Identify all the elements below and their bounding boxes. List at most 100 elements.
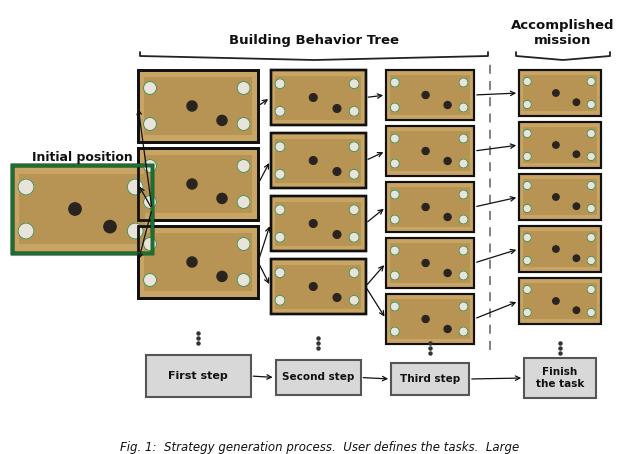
Circle shape xyxy=(237,196,250,208)
Bar xyxy=(391,363,469,395)
Circle shape xyxy=(237,237,250,251)
Bar xyxy=(275,265,361,309)
Circle shape xyxy=(333,168,341,175)
Bar xyxy=(138,148,258,220)
Circle shape xyxy=(422,92,429,99)
Bar xyxy=(386,70,474,120)
Bar xyxy=(519,174,601,220)
Circle shape xyxy=(573,151,580,158)
Text: Accomplished
mission: Accomplished mission xyxy=(511,19,615,47)
Circle shape xyxy=(459,271,468,280)
Bar xyxy=(138,70,258,142)
Circle shape xyxy=(390,159,399,168)
Circle shape xyxy=(587,233,595,242)
Circle shape xyxy=(444,326,451,332)
Bar xyxy=(275,360,360,395)
Circle shape xyxy=(422,148,429,154)
Bar xyxy=(275,138,361,183)
Circle shape xyxy=(217,193,227,203)
Circle shape xyxy=(422,316,429,322)
Circle shape xyxy=(444,102,451,109)
Circle shape xyxy=(349,268,359,278)
Circle shape xyxy=(523,286,531,294)
Bar xyxy=(519,122,601,168)
Circle shape xyxy=(127,223,143,239)
Bar xyxy=(519,70,601,116)
Circle shape xyxy=(523,204,531,212)
Bar xyxy=(386,126,474,176)
Bar xyxy=(144,155,252,213)
Circle shape xyxy=(390,302,399,311)
Circle shape xyxy=(69,203,81,215)
Text: Second step: Second step xyxy=(282,372,354,383)
Circle shape xyxy=(587,286,595,294)
Text: Initial position: Initial position xyxy=(31,150,132,163)
Circle shape xyxy=(523,153,531,161)
Circle shape xyxy=(143,159,157,173)
Circle shape xyxy=(309,283,317,291)
Bar xyxy=(519,122,601,168)
Circle shape xyxy=(523,257,531,265)
Circle shape xyxy=(349,169,359,179)
Circle shape xyxy=(390,246,399,255)
Bar xyxy=(386,70,474,120)
Bar xyxy=(523,231,597,267)
Circle shape xyxy=(390,103,399,112)
Circle shape xyxy=(275,169,285,179)
Text: Finish
the task: Finish the task xyxy=(536,367,584,389)
Circle shape xyxy=(390,134,399,143)
Circle shape xyxy=(587,77,595,86)
Circle shape xyxy=(523,77,531,86)
Bar xyxy=(523,74,597,111)
Circle shape xyxy=(587,204,595,212)
Circle shape xyxy=(333,231,341,238)
Circle shape xyxy=(309,157,317,164)
Bar xyxy=(144,233,252,291)
Circle shape xyxy=(459,190,468,199)
Text: First step: First step xyxy=(168,371,228,381)
Bar xyxy=(12,165,152,253)
Circle shape xyxy=(187,179,197,189)
Circle shape xyxy=(143,273,157,286)
Circle shape xyxy=(587,129,595,138)
Circle shape xyxy=(553,194,559,200)
Bar xyxy=(271,196,365,251)
Bar xyxy=(390,131,470,171)
Circle shape xyxy=(275,79,285,89)
Bar xyxy=(519,226,601,272)
Text: Fig. 1:  Strategy generation process.  User defines the tasks.  Large: Fig. 1: Strategy generation process. Use… xyxy=(120,441,520,454)
Circle shape xyxy=(237,159,250,173)
Circle shape xyxy=(217,271,227,281)
Bar xyxy=(144,77,252,135)
Bar xyxy=(271,133,365,188)
Circle shape xyxy=(523,308,531,316)
Circle shape xyxy=(587,100,595,109)
Circle shape xyxy=(573,255,580,262)
Circle shape xyxy=(553,90,559,96)
Circle shape xyxy=(587,257,595,265)
Bar xyxy=(390,243,470,283)
Circle shape xyxy=(349,295,359,305)
Circle shape xyxy=(104,221,116,233)
Circle shape xyxy=(237,82,250,94)
Circle shape xyxy=(237,118,250,130)
Bar xyxy=(271,70,365,125)
Bar xyxy=(390,299,470,339)
Circle shape xyxy=(143,237,157,251)
Circle shape xyxy=(422,260,429,266)
Circle shape xyxy=(349,142,359,152)
Circle shape xyxy=(309,94,317,101)
Circle shape xyxy=(459,246,468,255)
Bar xyxy=(386,294,474,344)
Circle shape xyxy=(275,142,285,152)
Circle shape xyxy=(422,203,429,211)
Circle shape xyxy=(390,78,399,87)
Circle shape xyxy=(523,233,531,242)
Circle shape xyxy=(309,220,317,227)
Circle shape xyxy=(573,203,580,209)
Bar xyxy=(386,294,474,344)
Circle shape xyxy=(553,298,559,304)
Circle shape xyxy=(217,115,227,125)
Circle shape xyxy=(390,327,399,336)
Circle shape xyxy=(333,105,341,112)
